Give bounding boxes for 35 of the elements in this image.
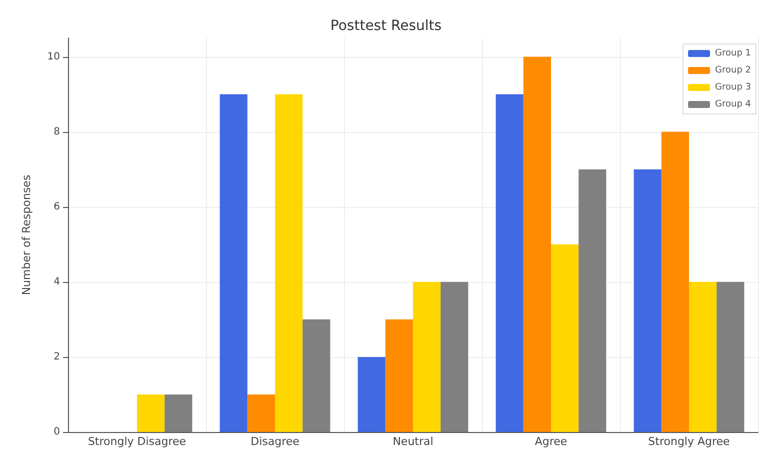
bar xyxy=(661,132,689,432)
bar xyxy=(302,319,330,432)
legend-label: Group 4 xyxy=(715,100,752,110)
bar xyxy=(358,356,386,432)
bar xyxy=(578,169,606,432)
bar xyxy=(716,282,744,432)
x-tick-label: Neutral xyxy=(392,435,434,448)
bar xyxy=(220,94,248,432)
x-tick-label: Strongly Agree xyxy=(648,435,730,448)
bar xyxy=(551,244,579,432)
bar xyxy=(137,394,165,432)
y-tick-label: 2 xyxy=(54,351,60,362)
bar xyxy=(164,394,192,432)
y-axis-title: Number of Responses xyxy=(20,174,33,296)
y-tick-label: 4 xyxy=(54,276,60,288)
bar xyxy=(275,94,303,432)
bar xyxy=(634,169,662,432)
chart-title: Posttest Results xyxy=(330,18,442,34)
legend-label: Group 1 xyxy=(715,48,752,58)
x-tick-label: Disagree xyxy=(250,435,300,448)
bar xyxy=(247,394,275,432)
bar xyxy=(496,94,524,432)
x-tick-label: Strongly Disagree xyxy=(88,435,186,448)
y-tick-label: 0 xyxy=(54,426,60,438)
bar xyxy=(689,282,717,432)
legend-label: Group 3 xyxy=(715,82,752,92)
y-tick-label: 10 xyxy=(47,51,60,62)
bar xyxy=(440,282,468,432)
y-tick-label: 8 xyxy=(54,126,60,138)
y-tick-label: 6 xyxy=(54,201,60,212)
bar xyxy=(413,282,441,432)
bar xyxy=(523,56,551,432)
legend-label: Group 2 xyxy=(715,66,752,76)
x-tick-label: Agree xyxy=(534,435,568,448)
bar xyxy=(385,319,413,432)
